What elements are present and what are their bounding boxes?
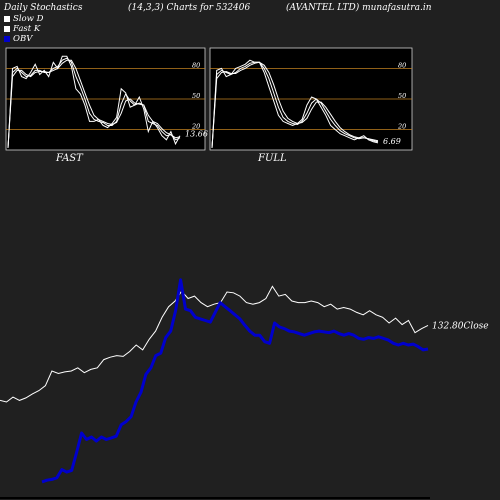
legend-obv-label: OBV [13, 34, 33, 44]
full-tick-label-80: 80 [398, 61, 406, 69]
fast-panel-label: FAST [56, 153, 83, 164]
fast-end-value-label: 13.66 [185, 130, 208, 139]
full-panel-label: FULL [258, 153, 287, 164]
fast-tick-label-50: 50 [192, 92, 200, 100]
fast-stoch-line-1 [7, 57, 181, 149]
legend-slow-d: Slow D [4, 14, 43, 24]
full-stoch-line-2 [211, 61, 379, 149]
fast-tick-label-80: 80 [192, 61, 200, 69]
fast-stoch-line-2 [7, 59, 181, 149]
legend-obv: OBV [4, 34, 32, 44]
legend-swatch-fast-k [4, 25, 10, 32]
fast-tick-label-20: 20 [191, 123, 200, 131]
legend-slow-d-label: Slow D [13, 14, 44, 24]
legend-swatch-obv [4, 35, 10, 42]
chart-title-center: (14,3,3) Charts for 532406 [128, 3, 251, 13]
full-end-value-label: 6.69 [383, 137, 401, 146]
legend-swatch-slow-d [4, 15, 10, 22]
chart-title-left: Daily Stochastics [4, 3, 83, 13]
legend-fast-k-label: Fast K [13, 24, 41, 34]
fast-stoch-line-0 [7, 55, 181, 149]
close-price-label: 132.80Close [432, 321, 489, 331]
legend-fast-k: Fast K [4, 24, 40, 34]
full-tick-label-50: 50 [398, 92, 406, 100]
full-tick-label-20: 20 [397, 123, 406, 131]
full-stoch-line-1 [211, 61, 379, 149]
obv-line [41, 278, 429, 484]
chart-title-right: (AVANTEL LTD) munafasutra.in [286, 3, 432, 13]
price-line [0, 285, 429, 403]
